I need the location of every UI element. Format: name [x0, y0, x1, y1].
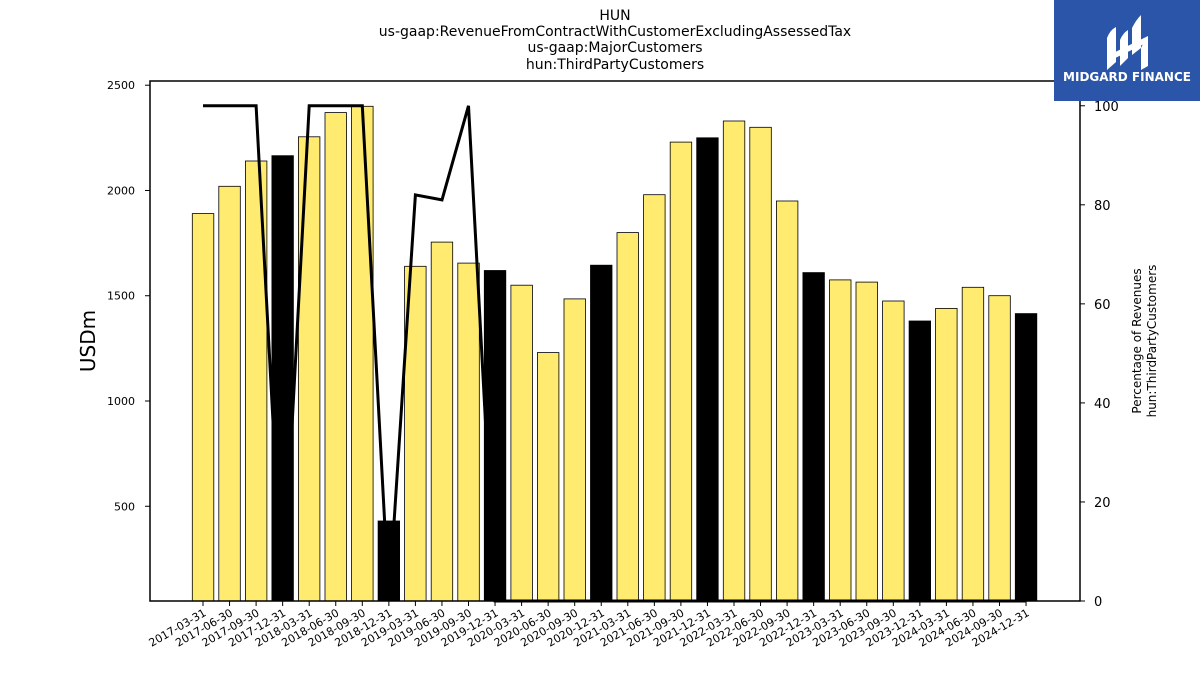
y-axis-left-label: USDm — [76, 310, 100, 372]
plot-frame — [149, 80, 1081, 602]
bar-2021-03-31 — [616, 232, 639, 602]
bar-2021-09-30 — [669, 141, 693, 602]
logo-text: MIDGARD FINANCE — [1063, 70, 1191, 84]
bar-2017-12-31 — [271, 155, 294, 602]
logo-mark-icon — [1107, 15, 1148, 70]
y-left-tick-label: 500 — [114, 500, 135, 513]
title-line-4: hun:ThirdPartyCustomers — [526, 57, 704, 73]
bar-2020-12-31 — [590, 264, 613, 602]
bar-2020-03-31 — [510, 284, 533, 602]
title-line-2: us-gaap:RevenueFromContractWithCustomerE… — [379, 24, 851, 40]
bar-2021-12-31 — [696, 137, 719, 602]
bar-2023-03-31 — [829, 279, 852, 602]
bar-2019-09-30 — [457, 262, 480, 602]
bar-2023-09-30 — [882, 300, 905, 602]
y-right-tick-label: 100 — [1094, 100, 1119, 115]
y-axis-right-label-line-2: hun:ThirdPartyCustomers — [1145, 265, 1159, 418]
y-right-tick-label: 40 — [1094, 397, 1111, 412]
bar-2022-03-31 — [722, 120, 746, 602]
bar-2018-03-31 — [297, 136, 321, 602]
bar-2023-12-31 — [908, 320, 931, 602]
bar-2019-06-30 — [430, 241, 454, 602]
bar-2018-06-30 — [324, 112, 347, 602]
x-axis: 2017-03-312017-06-302017-09-302017-12-31… — [147, 601, 1032, 650]
y-axis-right: 0 20 40 60 80 100 — [1080, 100, 1119, 610]
bar-2022-09-30 — [776, 200, 799, 602]
y-left-tick-label: 1500 — [107, 290, 135, 303]
y-axis-right-label-line-1: Percentage of Revenues — [1130, 268, 1144, 413]
chart-title: HUN us-gaap:RevenueFromContractWithCusto… — [379, 8, 851, 73]
bar-2023-06-30 — [855, 281, 878, 602]
bar-2024-12-31 — [1014, 313, 1038, 602]
bar-2024-03-31 — [935, 307, 958, 602]
midgard-finance-logo: MIDGARD FINANCE — [1054, 0, 1200, 101]
bar-2024-09-30 — [988, 295, 1011, 602]
y-right-tick-label: 60 — [1094, 298, 1111, 313]
title-line-1: HUN — [599, 8, 630, 24]
bar-2017-03-31 — [191, 213, 215, 602]
bar-2024-06-30 — [961, 286, 985, 602]
y-left-tick-label: 2500 — [107, 79, 135, 92]
bar-2017-06-30 — [218, 185, 241, 602]
y-right-tick-label: 0 — [1094, 595, 1102, 610]
y-left-tick-label: 1000 — [107, 395, 135, 408]
y-right-tick-label: 20 — [1094, 496, 1111, 511]
y-left-tick-label: 2000 — [107, 184, 135, 197]
bar-2020-09-30 — [563, 298, 586, 602]
y-axis-left: 500 1000 1500 2000 2500 — [107, 79, 150, 513]
bar-2020-06-30 — [537, 352, 560, 602]
title-line-3: us-gaap:MajorCustomers — [527, 40, 702, 56]
bar-2018-09-30 — [351, 105, 374, 602]
bar-2021-06-30 — [643, 194, 666, 602]
bar-2022-06-30 — [749, 126, 772, 602]
bar-2022-12-31 — [802, 272, 825, 602]
y-right-tick-label: 80 — [1094, 199, 1111, 214]
bars-layer — [191, 105, 1038, 602]
